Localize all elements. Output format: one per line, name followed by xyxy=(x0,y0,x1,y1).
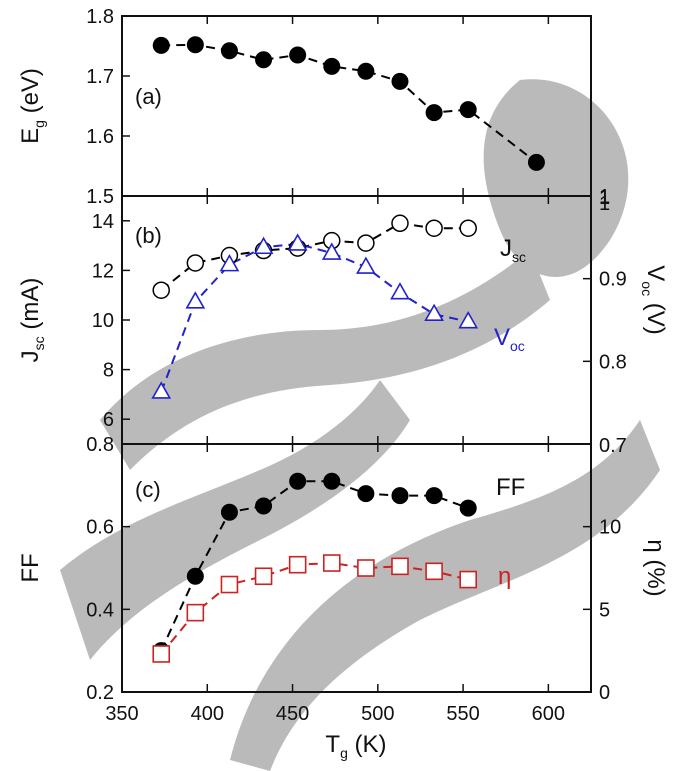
data-point xyxy=(323,57,341,75)
data-point xyxy=(152,281,170,299)
axis-ticks xyxy=(121,15,591,693)
data-point xyxy=(425,562,443,581)
ff-tick-label: 0.2 xyxy=(86,682,114,704)
data-point xyxy=(356,256,376,274)
data-point xyxy=(219,253,240,272)
data-point xyxy=(425,104,443,122)
eg-tick-label: 1.6 xyxy=(86,126,114,148)
data-point xyxy=(391,214,409,233)
data-point xyxy=(425,487,443,505)
tick-labels: 350 400 450 500 550 6001.51.61.71.8681012140.… xyxy=(86,6,627,725)
data-point xyxy=(424,303,444,322)
panel-label-a: (a) xyxy=(135,84,162,109)
eg-tick-label: 1.7 xyxy=(86,66,114,88)
data-point xyxy=(289,472,307,490)
voc-tick-label: 1 xyxy=(599,186,610,208)
data-point xyxy=(357,559,375,577)
x-tick-label: 400 xyxy=(191,703,224,725)
eg-tick-label: 1.8 xyxy=(86,6,114,28)
jsc-tick-label: 6 xyxy=(103,409,114,431)
data-point xyxy=(321,242,342,260)
series-lines xyxy=(160,43,538,655)
data-point xyxy=(186,254,205,272)
data-point xyxy=(186,603,205,622)
jsc-tick-label: 12 xyxy=(92,260,114,282)
data-point xyxy=(459,499,477,517)
data-point xyxy=(288,555,307,574)
data-point xyxy=(220,42,238,60)
panel-label-b: (b) xyxy=(135,223,162,248)
data-point xyxy=(289,46,307,64)
jsc-tick-label: 14 xyxy=(92,211,114,233)
data-point xyxy=(186,567,204,585)
data-point xyxy=(357,234,375,252)
data-point xyxy=(391,487,409,505)
data-point xyxy=(185,291,206,309)
data-point xyxy=(391,557,409,576)
data-point xyxy=(254,567,273,586)
data-point xyxy=(459,570,478,589)
data-point xyxy=(357,485,375,503)
eta-tick-label: 0 xyxy=(599,682,610,704)
y2label-eta: η (%) xyxy=(642,539,669,596)
data-point xyxy=(151,381,172,399)
data-point xyxy=(220,575,239,594)
data-point xyxy=(458,311,479,329)
jsc-tick-label: 10 xyxy=(92,310,114,332)
y2label-voc: Voc (V) xyxy=(639,265,669,334)
axes-frame xyxy=(121,15,592,693)
data-point xyxy=(357,62,375,80)
xlabel-tg: Tg (K) xyxy=(325,731,386,761)
ylabel-ff: FF xyxy=(17,553,44,582)
series-line xyxy=(160,562,469,655)
data-point xyxy=(322,554,341,572)
ylabel-jsc: Jsc (mA) xyxy=(17,278,47,363)
right-top-tick-label: 1 xyxy=(599,187,610,209)
eg-tick-label: 1.5 xyxy=(86,186,114,208)
legend-eta: η xyxy=(498,563,511,590)
data-point xyxy=(186,36,204,54)
data-point xyxy=(152,36,170,54)
data-point xyxy=(459,219,477,237)
data-point xyxy=(255,497,273,515)
x-tick-label: 600 xyxy=(532,703,565,725)
eta-tick-label: 5 xyxy=(599,599,610,621)
data-point xyxy=(152,645,171,663)
series-line xyxy=(160,480,469,652)
data-point xyxy=(391,72,409,90)
data-point xyxy=(425,219,443,237)
legend-jsc: Jsc xyxy=(500,235,526,265)
data-point xyxy=(220,503,238,521)
watermark xyxy=(60,79,660,771)
ff-tick-label: 0.6 xyxy=(86,517,114,539)
x-tick-label: 500 xyxy=(361,703,394,725)
data-point xyxy=(253,236,274,255)
right-top-tick-label: 1 xyxy=(599,193,610,215)
series-line xyxy=(160,242,469,393)
right-top-tick-label: 0.7 xyxy=(599,435,627,457)
voc-tick-label: 0.9 xyxy=(599,269,627,291)
data-point xyxy=(459,101,477,119)
ylabel-eg: Eg (eV) xyxy=(17,68,47,144)
jsc-tick-label: 8 xyxy=(103,360,114,382)
data-point xyxy=(287,233,308,251)
eta-tick-label: 10 xyxy=(599,517,621,539)
legend-ff: FF xyxy=(496,474,525,501)
ff-tick-label: 0.4 xyxy=(86,599,114,621)
x-tick-label: 550 xyxy=(446,703,479,725)
legend-voc: Voc xyxy=(494,324,525,354)
panel-label-c: (c) xyxy=(135,477,161,502)
x-tick-label: 350 xyxy=(105,703,138,725)
data-point xyxy=(255,51,273,69)
data-point xyxy=(323,472,341,490)
x-tick-label: 450 xyxy=(276,703,309,725)
voc-tick-label: 0.8 xyxy=(599,351,627,373)
ff-tick-label: 0.8 xyxy=(86,434,114,456)
data-point xyxy=(527,153,545,171)
series-line xyxy=(160,222,469,292)
series-line xyxy=(161,43,538,164)
data-point xyxy=(390,282,410,300)
data-points xyxy=(151,36,545,663)
